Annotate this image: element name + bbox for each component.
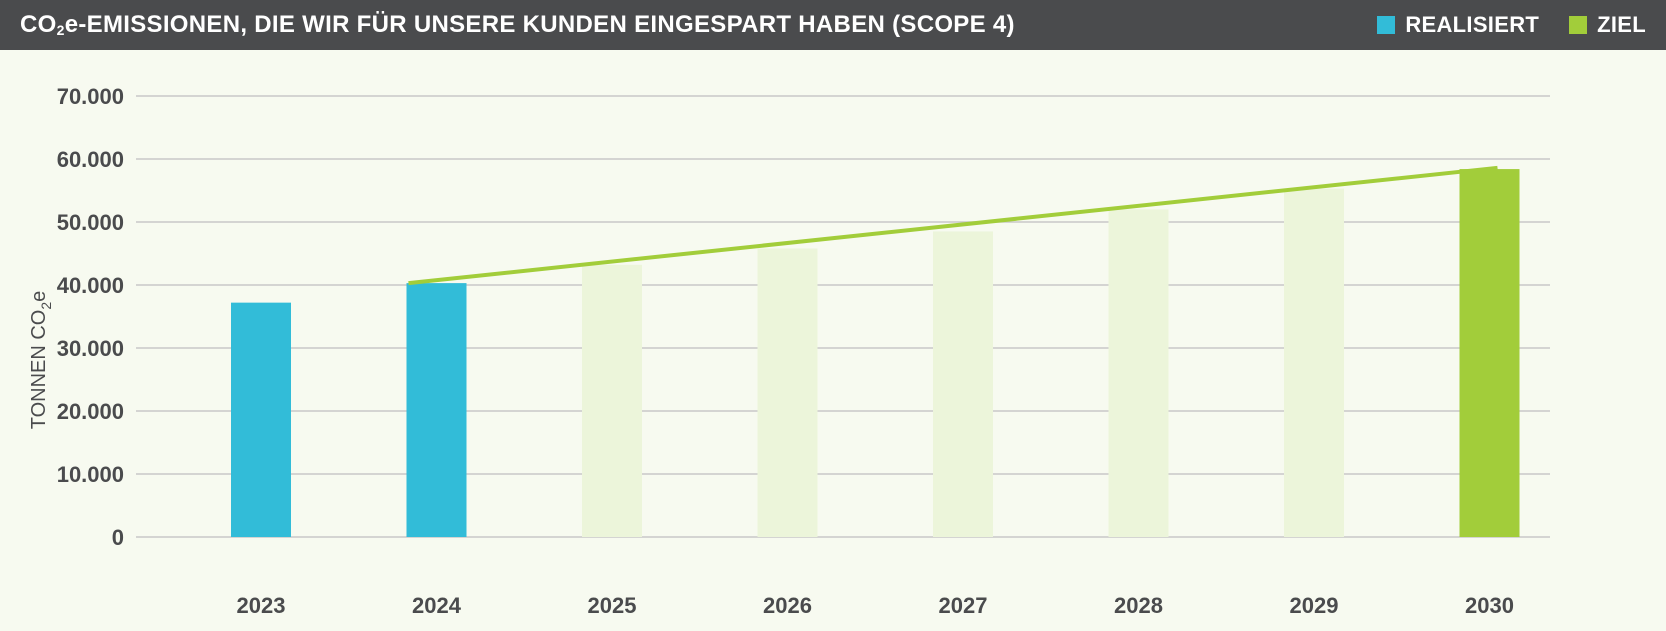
bar-realisiert-2024 — [406, 283, 467, 537]
gridlines — [136, 95, 1550, 538]
x-tick-label: 2027 — [939, 593, 988, 618]
y-tick-label: 30.000 — [57, 336, 124, 361]
bar-chart: 0 10.000 20.000 30.000 40.000 50.000 60.000 70.… — [28, 84, 1550, 618]
bar-projection-2029 — [1284, 188, 1344, 538]
y-tick-label: 0 — [112, 525, 124, 550]
bar-projection-2026 — [757, 248, 818, 537]
x-axis-ticks: 2023 2024 2025 2026 2027 2028 2029 2030 — [237, 593, 1514, 618]
bar-projection-2028 — [1108, 209, 1169, 537]
chart-header: CO2e-EMISSIONEN, DIE WIR FÜR UNSERE KUND… — [0, 0, 1666, 50]
y-tick-label: 60.000 — [57, 147, 124, 172]
chart-title: CO2e-EMISSIONEN, DIE WIR FÜR UNSERE KUND… — [20, 11, 1015, 38]
y-axis-label: TONNEN CO2e — [28, 291, 54, 430]
legend-label-ziel: ZIEL — [1597, 12, 1646, 37]
legend-label-realisiert: REALISIERT — [1405, 12, 1540, 37]
x-tick-label: 2028 — [1114, 593, 1163, 618]
x-tick-label: 2023 — [237, 593, 286, 618]
bar-realisiert-2023 — [231, 302, 291, 537]
trend-line — [408, 165, 1498, 286]
legend-swatch-realisiert — [1377, 16, 1396, 34]
bar-ziel-2030 — [1459, 169, 1520, 537]
legend-item-realisiert: REALISIERT — [1377, 12, 1539, 38]
x-tick-label: 2029 — [1290, 593, 1339, 618]
y-tick-label: 20.000 — [57, 399, 124, 424]
y-tick-label: 10.000 — [57, 462, 124, 487]
bar-projection-2027 — [933, 231, 993, 537]
y-tick-label: 40.000 — [57, 273, 124, 298]
legend-item-ziel: ZIEL — [1569, 12, 1646, 38]
bar-projection-2025 — [582, 264, 642, 537]
y-axis-ticks: 0 10.000 20.000 30.000 40.000 50.000 60.000 70.… — [57, 84, 124, 550]
y-tick-label: 50.000 — [57, 210, 124, 235]
x-tick-label: 2025 — [588, 593, 637, 618]
trend-line-group — [408, 165, 1498, 286]
chart-legend: REALISIERT ZIEL — [1347, 12, 1646, 38]
x-tick-label: 2026 — [763, 593, 812, 618]
x-tick-label: 2030 — [1465, 593, 1514, 618]
legend-swatch-ziel — [1569, 16, 1588, 34]
x-tick-label: 2024 — [412, 593, 462, 618]
bars — [231, 169, 1520, 538]
y-tick-label: 70.000 — [57, 84, 124, 109]
